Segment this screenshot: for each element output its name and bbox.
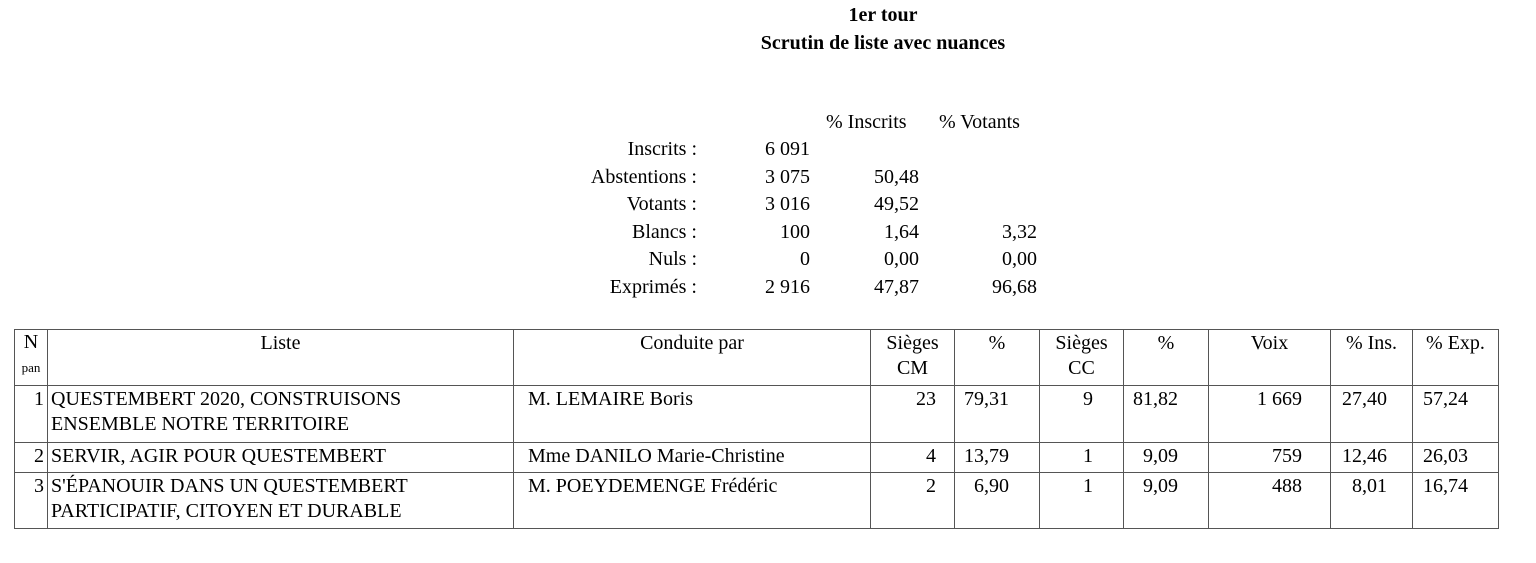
summary-label: Inscrits : — [627, 138, 697, 160]
cell-voix: 488 — [1208, 472, 1331, 529]
header-cm: CM — [896, 357, 929, 379]
title-scrutin: Scrutin de liste avec nuances — [760, 32, 1006, 54]
summary-pct-votants: 3,32 — [1002, 220, 1037, 243]
header-n: N — [23, 331, 39, 353]
table-row: 2 SERVIR, AGIR POUR QUESTEMBERT Mme DANI… — [14, 442, 1499, 473]
cell-sieges-cm: 23 — [870, 385, 955, 443]
summary-value: 100 — [780, 220, 810, 243]
cell-sieges-cm: 4 — [870, 442, 955, 473]
summary-pct-inscrits: 47,87 — [874, 275, 919, 298]
cell-pct-exp: 57,24 — [1412, 385, 1499, 443]
cell-n: 3 — [14, 472, 48, 529]
cell-sieges-cc: 1 — [1039, 442, 1124, 473]
cell-conduite: M. LEMAIRE Boris — [513, 385, 871, 443]
liste-line-1: QUESTEMBERT 2020, CONSTRUISONS — [51, 388, 402, 410]
header-pct-inscrits: % Inscrits — [826, 111, 907, 133]
summary-pct-votants: 0,00 — [1002, 248, 1037, 270]
table-row: 1 QUESTEMBERT 2020, CONSTRUISONS ENSEMBLE… — [14, 385, 1499, 443]
cell-pct-cc: 81,82 — [1123, 385, 1209, 443]
cell-n: 1 — [14, 385, 48, 443]
title-round: 1er tour — [848, 4, 918, 26]
header-sieges-cc: Sièges — [1055, 332, 1108, 354]
header-sieges-cm: Sièges — [886, 332, 939, 354]
cell-pct-cc: 9,09 — [1123, 442, 1209, 473]
header-pct-exp: % Exp. — [1412, 329, 1499, 386]
summary-pct-inscrits: 49,52 — [874, 193, 919, 215]
summary-value: 3 075 — [765, 165, 810, 188]
cell-voix: 1 669 — [1208, 385, 1331, 443]
summary-value: 6 091 — [765, 138, 810, 160]
cell-pct-cc: 9,09 — [1123, 472, 1209, 529]
header-pan: pan — [21, 360, 41, 375]
cell-sieges-cc: 1 — [1039, 472, 1124, 529]
header-pct-votants: % Votants — [939, 111, 1020, 133]
cell-pct-exp: 26,03 — [1412, 442, 1499, 473]
cell-pct-ins: 27,40 — [1330, 385, 1413, 443]
liste-line-1: SERVIR, AGIR POUR QUESTEMBERT — [51, 445, 387, 467]
cell-pct-ins: 12,46 — [1330, 442, 1413, 473]
cell-sieges-cm: 2 — [870, 472, 955, 529]
summary-pct-votants: 96,68 — [992, 275, 1037, 298]
cell-conduite: Mme DANILO Marie-Christine — [513, 442, 871, 473]
summary-label: Nuls : — [648, 248, 697, 270]
header-cc: CC — [1068, 357, 1095, 379]
cell-pct-cm: 79,31 — [954, 385, 1040, 443]
header-voix: Voix — [1208, 329, 1331, 386]
summary-pct-inscrits: 1,64 — [884, 220, 919, 243]
summary-value: 3 016 — [765, 193, 810, 215]
liste-line-1: S'ÉPANOUIR DANS UN QUESTEMBERT — [51, 475, 408, 497]
header-pct-ins: % Ins. — [1330, 329, 1413, 386]
cell-n: 2 — [14, 442, 48, 473]
summary-pct-inscrits: 50,48 — [874, 165, 919, 188]
cell-liste: S'ÉPANOUIR DANS UN QUESTEMBERT PARTICIPAT… — [47, 472, 514, 529]
cell-conduite: M. POEYDEMENGE Frédéric — [513, 472, 871, 529]
liste-line-2: ENSEMBLE NOTRE TERRITOIRE — [51, 413, 350, 435]
cell-pct-ins: 8,01 — [1330, 472, 1413, 529]
table-row: 3 S'ÉPANOUIR DANS UN QUESTEMBERT PARTICIP… — [14, 472, 1499, 529]
summary-value: 0 — [800, 248, 810, 270]
cell-liste: SERVIR, AGIR POUR QUESTEMBERT — [47, 442, 514, 473]
header-pct-cc: % — [1123, 329, 1209, 386]
header-pct-cm: % — [954, 329, 1040, 386]
summary-label: Votants : — [626, 193, 697, 215]
cell-pct-exp: 16,74 — [1412, 472, 1499, 529]
header-conduite: Conduite par — [513, 329, 871, 386]
summary-label: Blancs : — [632, 220, 697, 243]
cell-sieges-cc: 9 — [1039, 385, 1124, 443]
cell-pct-cm: 13,79 — [954, 442, 1040, 473]
summary-label: Exprimés : — [609, 275, 697, 298]
header-liste: Liste — [47, 329, 514, 386]
summary-pct-inscrits: 0,00 — [884, 248, 919, 270]
liste-line-2: PARTICIPATIF, CITOYEN ET DURABLE — [51, 500, 402, 522]
summary-label: Abstentions : — [590, 165, 697, 188]
cell-liste: QUESTEMBERT 2020, CONSTRUISONS ENSEMBLE N… — [47, 385, 514, 443]
cell-voix: 759 — [1208, 442, 1331, 473]
summary-value: 2 916 — [765, 275, 810, 298]
cell-pct-cm: 6,90 — [954, 472, 1040, 529]
